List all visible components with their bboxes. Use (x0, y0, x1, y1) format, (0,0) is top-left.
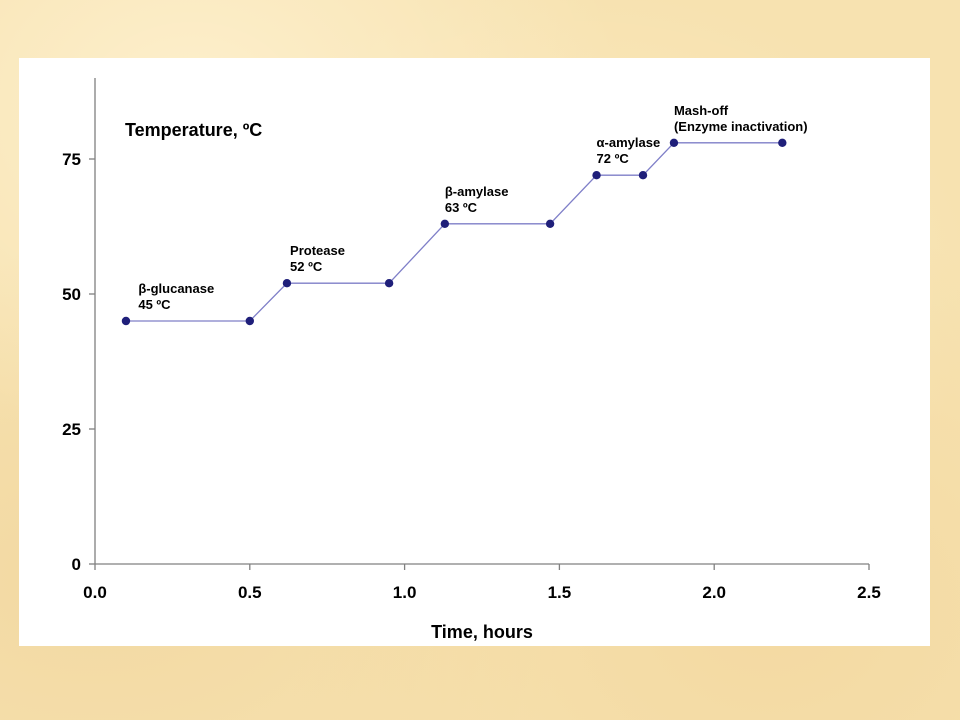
data-point (440, 219, 450, 228)
x-tick-label: 2.0 (702, 583, 726, 602)
y-tick-label: 0 (72, 555, 81, 574)
step-annotation-label: β-amylase (445, 184, 509, 199)
temperature-time-chart: 0 25 50 75 0.0 0.5 1.0 1.5 2.0 2.5 Time, hours Tem… (62, 78, 881, 642)
step-annotation-label: 45 ºC (138, 297, 171, 312)
step-annotation-label: 63 ºC (445, 200, 478, 215)
x-tick-label: 0.5 (238, 583, 262, 602)
y-tick-label: 75 (62, 150, 81, 169)
data-point (282, 279, 292, 288)
step-annotation-label: (Enzyme inactivation) (674, 119, 808, 134)
step-annotation-label: 52 ºC (290, 259, 323, 274)
data-point (592, 171, 601, 180)
step-annotation-label: Mash-off (674, 103, 729, 118)
x-axis-title: Time, hours (431, 622, 533, 642)
labels-group: Time, hours Temperature, ºC β-glucanase45 … (125, 103, 808, 642)
y-tick-label: 50 (62, 285, 81, 304)
step-annotation-label: α-amylase (597, 135, 661, 150)
x-tick-label: 1.5 (548, 583, 572, 602)
step-annotation-label: Protease (290, 243, 345, 258)
x-tick-label: 1.0 (393, 583, 417, 602)
series-group (121, 138, 787, 326)
step-annotation-label: 72 ºC (597, 151, 630, 166)
data-point (384, 279, 394, 288)
data-point (638, 171, 648, 180)
data-point (778, 138, 787, 147)
data-point (669, 138, 679, 147)
series-line (125, 142, 783, 322)
data-point (121, 316, 131, 326)
y-tick-label: 25 (62, 420, 81, 439)
step-annotation-label: β-glucanase (138, 281, 214, 296)
axes: 0 25 50 75 0.0 0.5 1.0 1.5 2.0 2.5 (62, 78, 881, 602)
x-tick-label: 2.5 (857, 583, 881, 602)
x-tick-label: 0.0 (83, 583, 107, 602)
chart-panel: 0 25 50 75 0.0 0.5 1.0 1.5 2.0 2.5 Time, hours Tem… (19, 58, 930, 646)
data-point (245, 316, 254, 326)
y-axis-title: Temperature, ºC (125, 120, 262, 140)
data-point (545, 219, 555, 228)
